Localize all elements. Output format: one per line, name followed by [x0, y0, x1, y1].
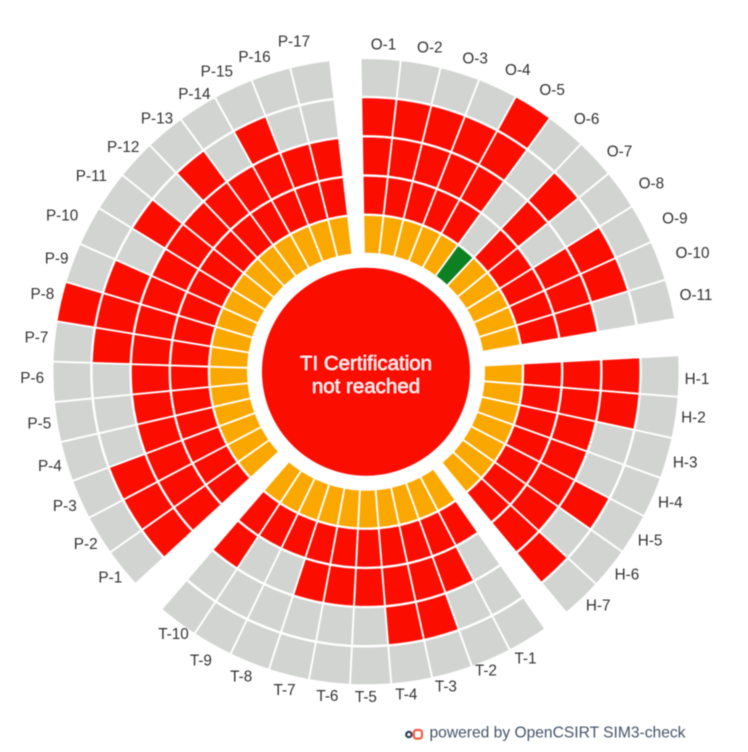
svg-text:O-9: O-9 [662, 210, 688, 227]
svg-text:T-5: T-5 [355, 689, 377, 706]
svg-text:P-3: P-3 [53, 498, 77, 515]
svg-text:T-7: T-7 [274, 682, 296, 699]
svg-text:P-10: P-10 [46, 207, 78, 224]
svg-text:O-4: O-4 [505, 62, 531, 79]
svg-text:T-4: T-4 [395, 687, 418, 704]
svg-text:O-5: O-5 [539, 82, 565, 99]
svg-text:T-10: T-10 [158, 626, 189, 643]
svg-text:O-11: O-11 [680, 287, 713, 304]
svg-text:P-2: P-2 [74, 536, 98, 553]
svg-text:P-7: P-7 [25, 329, 49, 346]
svg-text:H-5: H-5 [638, 533, 663, 550]
svg-text:O-2: O-2 [417, 39, 443, 56]
svg-text:P-15: P-15 [201, 64, 233, 81]
svg-text:P-16: P-16 [238, 49, 270, 66]
svg-text:H-2: H-2 [681, 410, 706, 427]
svg-text:O-8: O-8 [639, 175, 665, 192]
svg-text:P-6: P-6 [20, 370, 44, 387]
svg-text:H-4: H-4 [658, 495, 683, 512]
svg-text:O-6: O-6 [574, 111, 600, 128]
svg-text:T-8: T-8 [230, 669, 252, 686]
svg-text:P-12: P-12 [107, 139, 139, 156]
svg-text:TI Certification: TI Certification [300, 352, 432, 375]
svg-text:O-1: O-1 [371, 37, 397, 54]
svg-text:H-1: H-1 [685, 371, 710, 388]
svg-text:T-9: T-9 [190, 653, 212, 670]
svg-text:T-3: T-3 [435, 678, 457, 695]
svg-text:powered by OpenCSIRT SIM3-chec: powered by OpenCSIRT SIM3-check [430, 725, 686, 742]
svg-text:T-1: T-1 [514, 651, 536, 668]
svg-text:P-4: P-4 [38, 458, 62, 475]
svg-text:P-13: P-13 [141, 110, 173, 127]
svg-text:O-10: O-10 [675, 245, 709, 262]
svg-text:P-5: P-5 [27, 415, 51, 432]
svg-text:P-9: P-9 [45, 250, 69, 267]
svg-text:P-17: P-17 [278, 34, 310, 51]
svg-text:T-2: T-2 [475, 663, 497, 680]
svg-text:P-1: P-1 [98, 570, 122, 587]
svg-text:P-11: P-11 [76, 168, 107, 185]
svg-text:H-6: H-6 [615, 566, 640, 583]
svg-text:P-14: P-14 [178, 86, 211, 103]
svg-text:H-3: H-3 [673, 454, 698, 471]
svg-text:O-3: O-3 [462, 50, 488, 67]
svg-text:T-6: T-6 [316, 688, 338, 705]
svg-text:not reached: not reached [312, 375, 420, 398]
svg-text:P-8: P-8 [30, 286, 54, 303]
svg-text:H-7: H-7 [586, 598, 611, 615]
svg-text:O-7: O-7 [607, 143, 633, 160]
